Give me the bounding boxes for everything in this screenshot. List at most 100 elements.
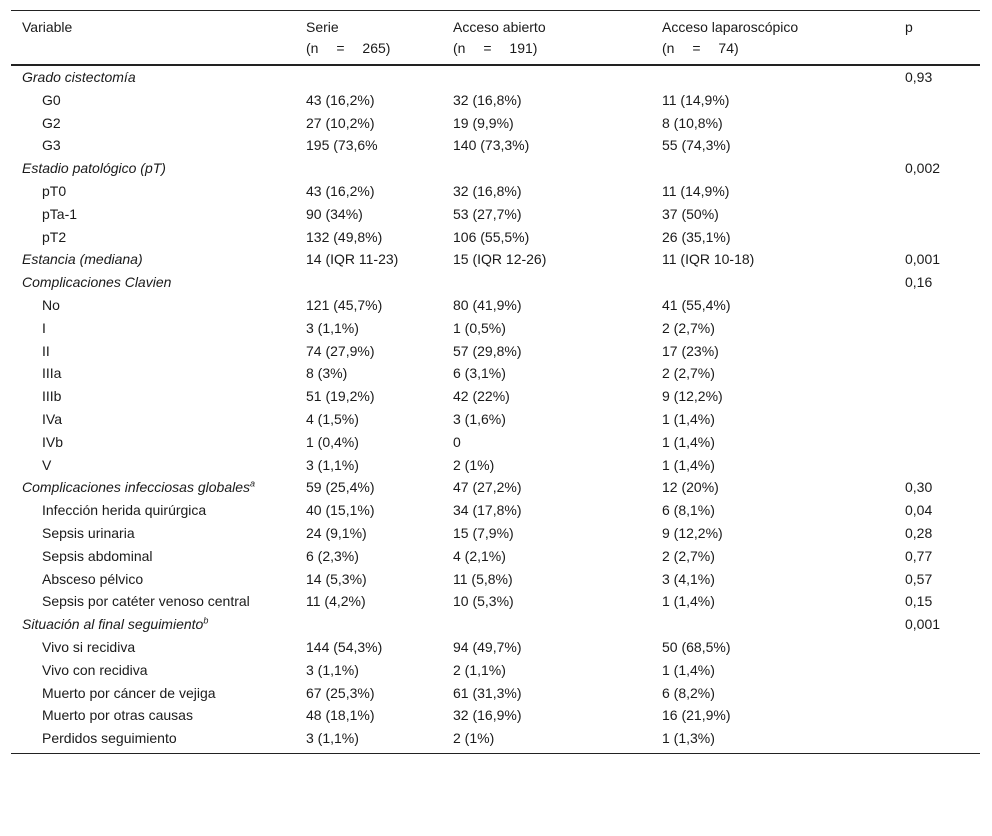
cell-serie: 3 (1,1%) [306,727,453,754]
cell-laparo: 1 (1,4%) [662,456,715,473]
row-label: IVa [11,408,306,431]
row-label: Sepsis urinaria [11,522,306,545]
cell-laparo: 11 (14,9%) [662,182,730,199]
cell-p [905,704,980,727]
cell-abierto: 3 (1,6%) [453,410,506,427]
header-laparoscopico: Acceso laparoscópico (n = 74) [662,10,905,66]
row-label: G3 [11,134,306,157]
row-label: pT2 [11,226,306,249]
row-label: Perdidos seguimiento [11,727,306,754]
cell-laparo: 17 (23%) [662,342,719,359]
table-row: Perdidos seguimiento 3 (1,1%) 2 (1%) 1 (1,3… [11,727,980,754]
cell-abierto: 2 (1,1%) [453,661,506,678]
row-label: Vivo con recidiva [11,659,306,682]
row-label: IVb [11,431,306,454]
row-label-text: II [42,342,50,359]
header-abierto-label: Acceso abierto [453,19,546,35]
row-label-text: IIIa [42,365,62,382]
cell-p [905,431,980,454]
row-label-text: Infección herida quirúrgica [42,502,207,519]
cell-abierto: 42 (22%) [453,388,510,405]
cell-abierto: 47 (27,2%) [453,479,522,496]
row-label-text: Complicaciones Clavien [22,274,172,291]
row-label-text: G0 [42,91,61,108]
row-label-text: pT0 [42,182,67,199]
header-serie-label: Serie [306,19,339,35]
table-body: Grado cistectomía 0,93 G0 43 (16,2%) 32 (16,… [11,65,980,754]
row-label-text: Muerto por otras causas [42,707,193,724]
table-row: pTa-1 90 (34%) 53 (27,7%) 37 (50%) [11,203,980,226]
cell-laparo [662,157,905,180]
row-label-text: Perdidos seguimiento [42,730,177,747]
footnote-marker: b [203,615,209,626]
cell-laparo: 12 (20%) [662,479,719,496]
cell-abierto: 2 (1%) [453,456,495,473]
cell-p [905,362,980,385]
row-label-text: Grado cistectomía [22,69,136,85]
cell-abierto [453,271,662,294]
cell-serie: 1 (0,4%) [306,433,359,450]
cell-laparo: 26 (35,1%) [662,228,731,245]
table-row: Muerto por cáncer de vejiga 67 (25,3%) 61 … [11,682,980,705]
table-group-row: Estancia (mediana) 14 (IQR 11-23) 15 (IQR … [11,248,980,271]
cell-serie: 67 (25,3%) [306,684,375,701]
cell-serie: 27 (10,2%) [306,114,375,131]
cell-laparo: 2 (2,7%) [662,547,715,564]
row-label-text: Sepsis por catéter venoso central [42,593,250,610]
cell-p [905,659,980,682]
cell-p [905,727,980,754]
header-serie-n: (n = 265) [306,40,391,56]
cell-p [905,226,980,249]
row-label: V [11,454,306,477]
cell-p [905,636,980,659]
cell-serie [306,271,453,294]
cell-p: 0,001 [905,616,941,633]
row-label-text: Vivo si recidiva [42,638,136,655]
table-group-row: Complicaciones Clavien 0,16 [11,271,980,294]
cell-serie: 14 (5,3%) [306,570,367,587]
row-label: Sepsis abdominal [11,545,306,568]
cell-laparo: 2 (2,7%) [662,319,715,336]
row-label-text: Estancia (mediana) [22,251,143,268]
cell-abierto: 15 (IQR 12-26) [453,251,547,268]
cell-abierto [453,613,662,636]
cell-laparo: 11 (14,9%) [662,91,730,108]
cell-serie: 195 (73,6% [306,137,378,154]
cell-laparo: 6 (8,1%) [662,502,715,519]
cell-abierto: 32 (16,8%) [453,91,522,108]
cell-serie [306,157,453,180]
header-serie: Serie (n = 265) [306,10,453,66]
header-variable: Variable [11,10,306,66]
row-label-text: Muerto por cáncer de vejiga [42,684,216,701]
cell-laparo: 1 (1,3%) [662,727,905,754]
row-label: Complicaciones infecciosas globalesa [11,476,306,499]
row-label-text: G2 [42,114,61,131]
cell-serie: 132 (49,8%) [306,228,383,245]
cell-laparo: 37 (50%) [662,205,719,222]
table-row: IVa 4 (1,5%) 3 (1,6%) 1 (1,4%) [11,408,980,431]
cell-laparo [662,613,905,636]
table-row: Vivo con recidiva 3 (1,1%) 2 (1,1%) 1 (1,4%… [11,659,980,682]
cell-p: 0,16 [905,274,933,291]
cell-abierto: 1 (0,5%) [453,319,506,336]
cell-abierto: 2 (1%) [453,727,662,754]
cell-serie: 14 (IQR 11-23) [306,251,399,268]
cell-p: 0,001 [905,251,941,268]
cell-abierto: 140 (73,3%) [453,137,530,154]
cell-serie: 4 (1,5%) [306,410,359,427]
cell-laparo: 1 (1,4%) [662,593,715,610]
cell-p [905,385,980,408]
row-label: G0 [11,89,306,112]
cell-p: 0,30 [905,479,933,496]
table-row: No 121 (45,7%) 80 (41,9%) 41 (55,4%) [11,294,980,317]
cell-serie: 3 (1,1%) [306,319,359,336]
cell-serie: 3 (1,1%) [306,456,359,473]
row-label-text: Sepsis urinaria [42,524,135,541]
table-group-row: Grado cistectomía 0,93 [11,65,980,89]
cell-serie: 48 (18,1%) [306,707,375,724]
cell-p [905,112,980,135]
header-abierto: Acceso abierto (n = 191) [453,10,662,66]
row-label-text: Complicaciones infecciosas globales [22,479,251,496]
cell-laparo: 50 (68,5%) [662,638,731,655]
cell-p [905,317,980,340]
